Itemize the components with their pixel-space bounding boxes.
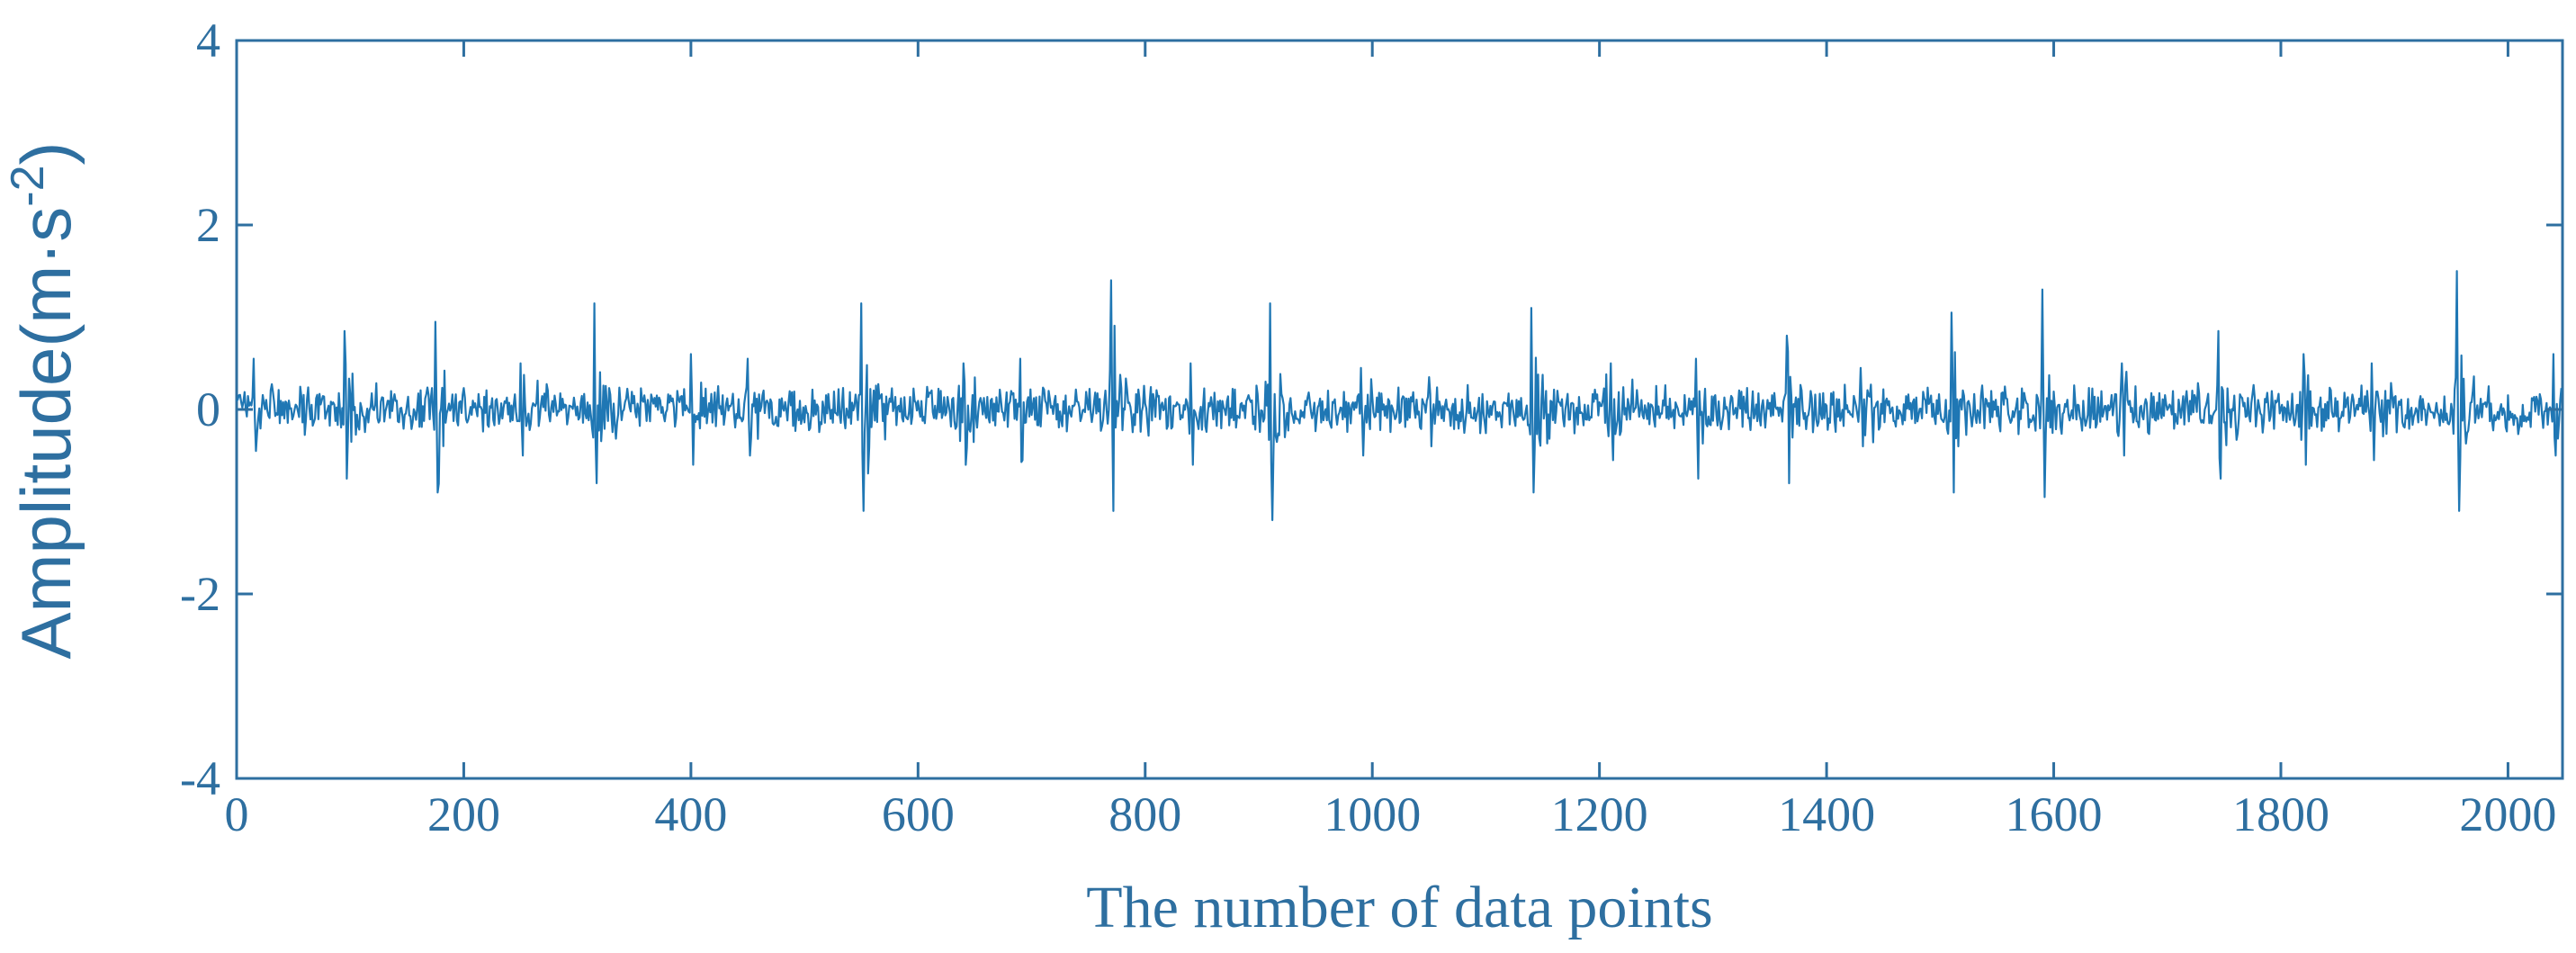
y-axis-title: Amplitude(m·s-2): [2, 141, 85, 659]
x-tick-label: 600: [882, 787, 955, 841]
y-axis-title-base: Amplitude(m: [6, 265, 85, 660]
x-tick-label: 400: [654, 787, 727, 841]
x-tick-label: 1400: [1778, 787, 1875, 841]
x-tick-label: 200: [427, 787, 500, 841]
x-tick-label: 2000: [2459, 787, 2556, 841]
x-tick-label: 1600: [2006, 787, 2103, 841]
signal-line: [236, 270, 2563, 522]
y-tick-labels: -4 -2 0 2 4: [180, 13, 220, 805]
x-tick-label: 1800: [2232, 787, 2329, 841]
x-axis-title: The number of data points: [1086, 875, 1712, 940]
y-axis-title-mid: ·s: [6, 207, 85, 265]
x-tick-labels: 0 200 400 600 800 1000 1200 1400 1600 1800 2000: [225, 787, 2557, 841]
y-tick-label: 2: [196, 198, 220, 252]
axis-ticks: [235, 39, 2563, 780]
y-tick-label: -2: [180, 567, 220, 621]
x-tick-label: 0: [225, 787, 249, 841]
signal-series: [236, 270, 2563, 522]
x-tick-label: 1000: [1324, 787, 1421, 841]
x-tick-label: 800: [1108, 787, 1181, 841]
x-tick-label: 1200: [1551, 787, 1648, 841]
y-tick-label: -4: [180, 751, 220, 805]
y-tick-label: 4: [196, 13, 220, 67]
y-axis-title-superscript: -2: [2, 165, 54, 206]
y-axis-title-end: ): [6, 141, 85, 165]
y-tick-label: 0: [196, 382, 220, 436]
